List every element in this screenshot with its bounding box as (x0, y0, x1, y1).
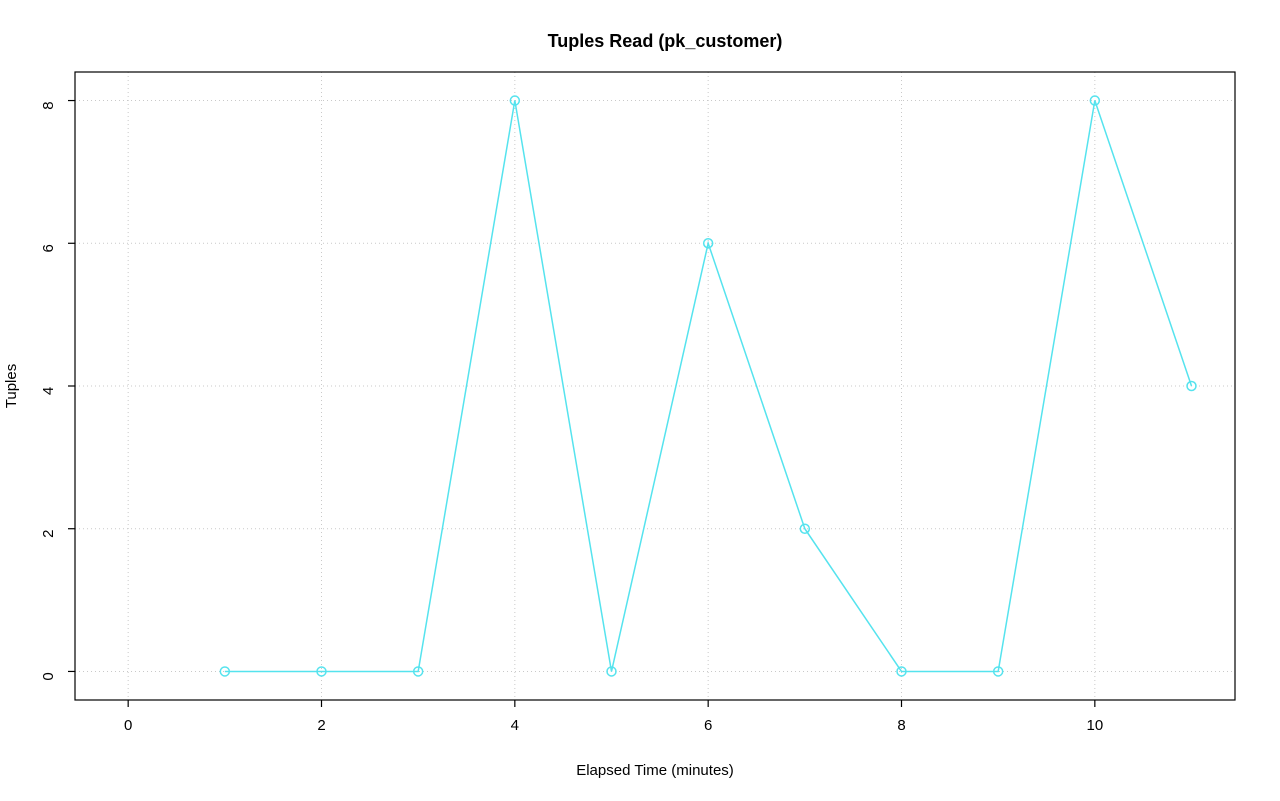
y-axis-label: Tuples (3, 364, 20, 408)
axis-layer: 0 2 4 6 8 10 0 2 4 6 8 (40, 71, 1236, 734)
x-tick-label: 0 (124, 717, 132, 734)
data-point (316, 666, 327, 677)
data-point (1089, 95, 1101, 106)
data-point (702, 238, 714, 249)
x-tick-label: 8 (897, 717, 905, 734)
series-layer (219, 95, 1197, 677)
y-tick-label: 0 (40, 672, 57, 680)
x-tick-label: 10 (1086, 717, 1103, 734)
x-tick-label: 6 (704, 717, 712, 734)
y-tick-label: 4 (40, 387, 57, 395)
y-tick-label: 8 (40, 101, 57, 109)
chart-title: Tuples Read (pk_customer) (548, 31, 783, 51)
data-point (992, 666, 1004, 677)
data-point (606, 666, 617, 677)
x-tick-label: 2 (317, 717, 325, 734)
y-tick-label: 6 (40, 244, 57, 252)
data-point (1186, 380, 1197, 392)
grid-layer (75, 72, 1235, 700)
y-tick-label: 2 (40, 530, 57, 538)
x-axis-label: Elapsed Time (minutes) (576, 762, 734, 779)
data-point (799, 523, 811, 534)
data-point (219, 666, 231, 677)
data-point (509, 95, 521, 106)
data-point (896, 666, 907, 677)
data-point (412, 666, 424, 677)
x-tick-label: 4 (511, 717, 519, 734)
series-line (224, 100, 1193, 673)
